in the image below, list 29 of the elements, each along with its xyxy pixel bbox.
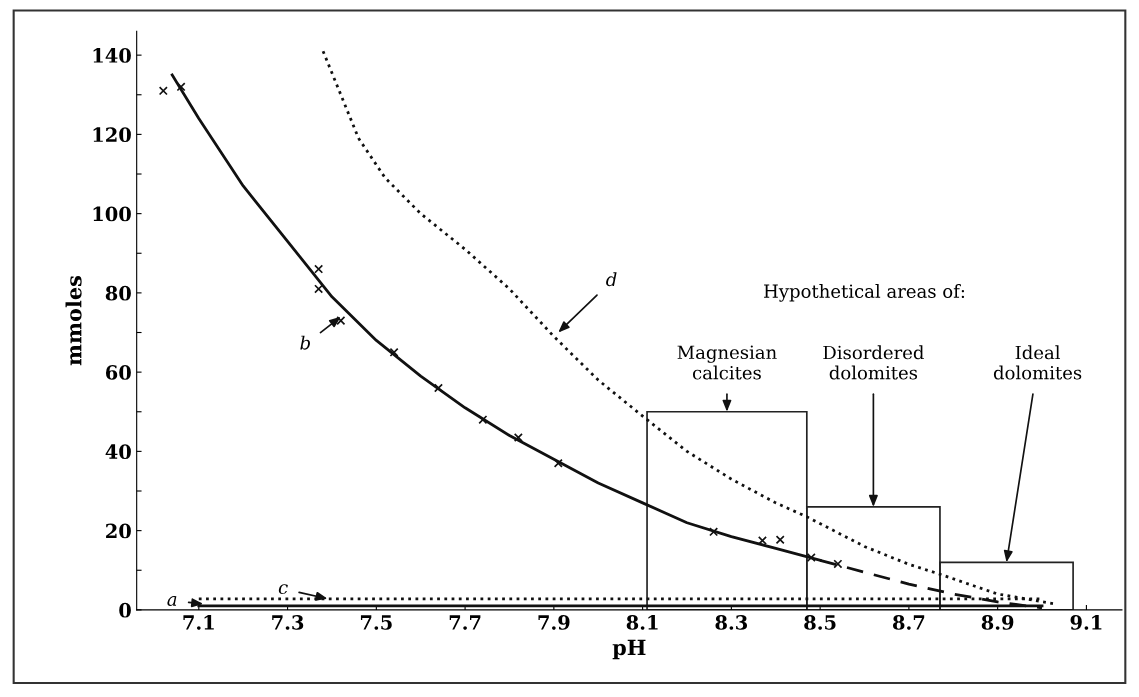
y-axis-title: mmoles — [65, 276, 82, 366]
x-tick-label: 8.9 — [981, 615, 1014, 630]
y-tick-label: 100 — [93, 206, 131, 222]
y-tick-label: 20 — [106, 523, 131, 539]
annotation: Magnesian calcites — [677, 345, 777, 380]
y-tick-label: 60 — [105, 365, 131, 380]
y-tick-label: 40 — [105, 444, 131, 460]
x-tick-label: 8.3 — [715, 615, 748, 630]
x-tick-label: 7.9 — [538, 615, 570, 630]
y-tick-label: 140 — [93, 48, 131, 63]
x-tick-label: 7.1 — [183, 615, 214, 630]
annotation: Hypothetical areas of: — [764, 284, 965, 302]
annotation: d — [606, 272, 617, 287]
annotation: Ideal dolomites — [993, 345, 1082, 380]
x-tick-label: 9.1 — [1070, 615, 1102, 630]
x-tick-label: 8.5 — [804, 615, 836, 630]
x-tick-label: 7.7 — [449, 615, 481, 630]
x-tick-label: 8.1 — [626, 615, 658, 630]
annotation: a — [167, 596, 177, 606]
x-tick-label: 8.7 — [892, 615, 925, 630]
x-tick-label: 7.5 — [360, 615, 392, 630]
y-tick-label: 80 — [105, 285, 131, 301]
y-tick-label: 120 — [93, 127, 131, 143]
annotation: Disordered dolomites — [823, 345, 924, 380]
annotation: b — [300, 335, 310, 350]
y-tick-label: 0 — [119, 602, 131, 618]
x-axis-title: pH — [612, 639, 646, 660]
annotation: c — [278, 584, 288, 595]
x-tick-label: 7.3 — [272, 615, 304, 630]
